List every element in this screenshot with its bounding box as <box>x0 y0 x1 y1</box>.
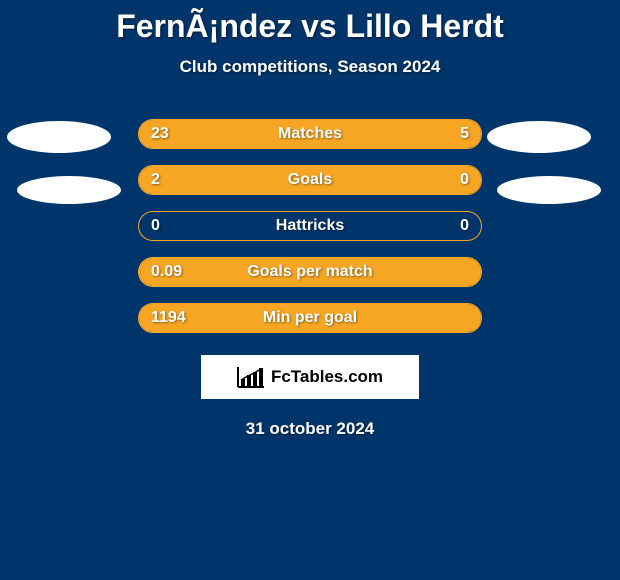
value-right: 0 <box>460 171 469 189</box>
page-title: FernÃ¡ndez vs Lillo Herdt <box>116 8 504 45</box>
stat-label: Goals per match <box>247 263 372 281</box>
stat-label: Matches <box>278 125 342 143</box>
bar-chart-icon <box>237 366 265 388</box>
bar-left-fill <box>139 166 402 194</box>
logo-text: FcTables.com <box>271 367 383 387</box>
decorative-ellipse <box>7 121 111 153</box>
bar-left-fill <box>139 120 402 148</box>
stat-row: 0 0 Hattricks <box>0 211 620 241</box>
bar-right-fill <box>402 166 481 194</box>
stat-label: Hattricks <box>276 217 344 235</box>
bar-track: 23 5 Matches <box>138 119 482 149</box>
value-right: 5 <box>460 125 469 143</box>
bar-right-fill <box>402 120 481 148</box>
stat-row: 0.09 Goals per match <box>0 257 620 287</box>
bar-track: 1194 Min per goal <box>138 303 482 333</box>
logo-box: FcTables.com <box>201 355 419 399</box>
value-left: 23 <box>151 125 169 143</box>
value-left: 0.09 <box>151 263 182 281</box>
stat-label: Min per goal <box>263 309 357 327</box>
stat-row: 1194 Min per goal <box>0 303 620 333</box>
value-right: 0 <box>460 217 469 235</box>
decorative-ellipse <box>497 176 601 204</box>
decorative-ellipse <box>487 121 591 153</box>
stat-label: Goals <box>288 171 332 189</box>
value-left: 2 <box>151 171 160 189</box>
subtitle: Club competitions, Season 2024 <box>180 57 441 77</box>
decorative-ellipse <box>17 176 121 204</box>
value-left: 1194 <box>151 309 186 327</box>
fctables-logo: FcTables.com <box>237 366 383 388</box>
value-left: 0 <box>151 217 160 235</box>
bar-track: 0 0 Hattricks <box>138 211 482 241</box>
bar-track: 0.09 Goals per match <box>138 257 482 287</box>
bar-track: 2 0 Goals <box>138 165 482 195</box>
date-label: 31 october 2024 <box>246 419 375 439</box>
